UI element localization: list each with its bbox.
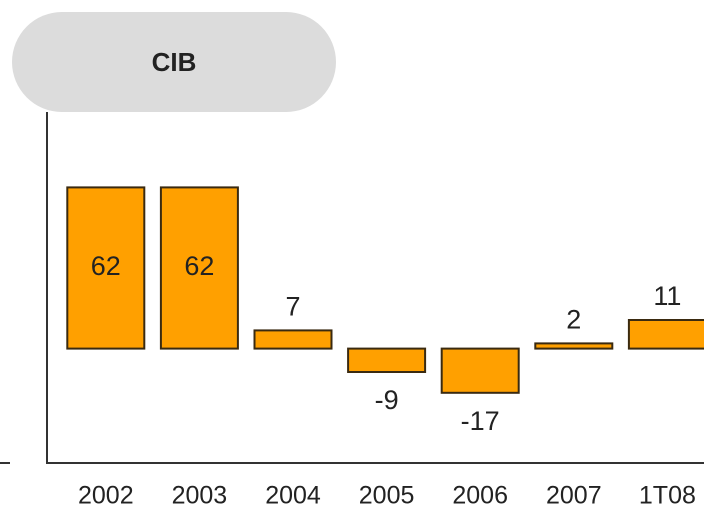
value-label: -9 [375, 385, 399, 415]
x-tick-label: 1T08 [639, 482, 696, 510]
bar [440, 347, 520, 394]
chart-title: CIB [152, 47, 197, 77]
x-tick-label: 2004 [265, 482, 321, 510]
bar [253, 329, 333, 350]
bar [159, 186, 239, 350]
bar [627, 319, 704, 350]
value-label: 11 [653, 281, 681, 311]
x-tick-label: 2005 [359, 482, 415, 510]
value-label: 2 [566, 305, 581, 335]
bar [347, 347, 427, 374]
value-label: 62 [91, 251, 121, 281]
bar [534, 342, 614, 350]
value-label: -17 [461, 406, 500, 436]
x-tick-label: 2007 [546, 482, 602, 510]
x-tick-label: 2002 [78, 482, 134, 510]
x-tick-label: 2003 [172, 482, 228, 510]
title-pill [12, 12, 336, 112]
bar [66, 186, 146, 350]
value-label: 7 [285, 292, 300, 322]
x-tick-label: 2006 [452, 482, 508, 510]
value-label: 62 [184, 251, 214, 281]
